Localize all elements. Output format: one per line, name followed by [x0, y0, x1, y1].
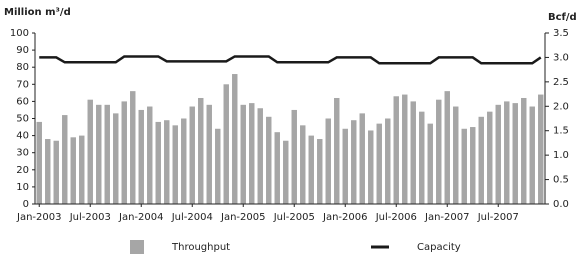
bar [495, 104, 501, 204]
legend-label: Capacity [417, 242, 461, 253]
bar [70, 137, 76, 204]
y2-tick-label: 3.0 [553, 52, 569, 63]
y-tick-label: 70 [16, 79, 29, 90]
bar [232, 74, 238, 204]
bar [393, 96, 399, 204]
bar [504, 101, 510, 204]
bar [198, 97, 204, 204]
bar [444, 91, 450, 204]
bar [427, 123, 433, 204]
y2-tick-label: 3.5 [553, 28, 569, 39]
y-tick-label: 20 [16, 165, 29, 176]
bar [249, 103, 255, 204]
bar [283, 140, 289, 204]
bar [104, 104, 110, 204]
bar [45, 139, 51, 204]
x-tick-label: Jan-2006 [322, 212, 367, 223]
bar [291, 109, 297, 204]
y2-tick-label: 1.5 [553, 126, 569, 137]
line [39, 55, 542, 65]
legend-label: Throughput [171, 242, 230, 253]
bar [334, 97, 340, 204]
bar [53, 140, 59, 204]
bar [206, 104, 212, 204]
bar [138, 109, 144, 204]
bar [385, 118, 391, 204]
bar [181, 118, 187, 204]
y-tick-label: 50 [16, 114, 29, 125]
y-tick-label: 60 [16, 96, 29, 107]
bar [368, 130, 374, 204]
x-tick-label: Jan-2005 [220, 212, 265, 223]
bar [113, 113, 119, 204]
y-tick-label: 0 [23, 199, 29, 210]
bar [240, 104, 246, 204]
bar [155, 121, 161, 204]
bar [164, 120, 170, 204]
bar [172, 125, 178, 204]
y-tick-label: 40 [16, 131, 29, 142]
y-tick-label: 100 [10, 28, 29, 39]
y-tick-label: 90 [16, 45, 29, 56]
bar [512, 103, 518, 204]
x-tick-label: Jul-2005 [273, 212, 315, 223]
bar [376, 123, 382, 204]
bar [325, 118, 331, 204]
y-tick-label: 30 [16, 148, 29, 159]
y-tick-label: 10 [16, 182, 29, 193]
bar [317, 139, 323, 204]
bar [487, 111, 493, 204]
y2-tick-label: 2.0 [553, 101, 569, 112]
bar [478, 116, 484, 204]
bar [121, 101, 127, 204]
bar [87, 99, 93, 204]
y2-axis-label: Bcf/d [548, 12, 577, 23]
bar [79, 135, 85, 204]
x-tick-label: Jul-2003 [69, 212, 111, 223]
x-tick-label: Jul-2007 [477, 212, 519, 223]
bar [147, 106, 153, 204]
bar [36, 121, 42, 204]
bar [300, 125, 306, 204]
bar [308, 135, 314, 204]
y-axis-label: Million m³/d [4, 7, 71, 18]
y2-tick-label: 2.5 [553, 77, 569, 88]
bar [461, 128, 467, 204]
bar [223, 84, 229, 204]
x-tick-label: Jul-2004 [171, 212, 213, 223]
bar [266, 116, 272, 204]
bar [62, 115, 68, 204]
x-tick-label: Jan-2003 [16, 212, 61, 223]
bar [453, 106, 459, 204]
y2-tick-label: 0.5 [553, 175, 569, 186]
bar [359, 113, 365, 204]
x-tick-label: Jan-2007 [424, 212, 469, 223]
bar [96, 104, 102, 204]
bar [189, 106, 195, 204]
bar [351, 120, 357, 204]
bar [470, 127, 476, 204]
x-tick-label: Jan-2004 [118, 212, 163, 223]
bar [274, 132, 280, 204]
y2-tick-label: 0.0 [553, 199, 569, 210]
bar [410, 101, 416, 204]
legend-swatch [130, 240, 144, 254]
x-tick-label: Jul-2006 [375, 212, 417, 223]
bar [342, 128, 348, 204]
bar [215, 128, 221, 204]
bar [538, 94, 544, 204]
y-tick-label: 80 [16, 62, 29, 73]
bar [402, 94, 408, 204]
bar [130, 91, 136, 204]
bar [419, 111, 425, 204]
bar [257, 108, 263, 204]
bar [529, 106, 535, 204]
bar [521, 97, 527, 204]
bar [436, 99, 442, 204]
y2-tick-label: 1.0 [553, 150, 569, 161]
